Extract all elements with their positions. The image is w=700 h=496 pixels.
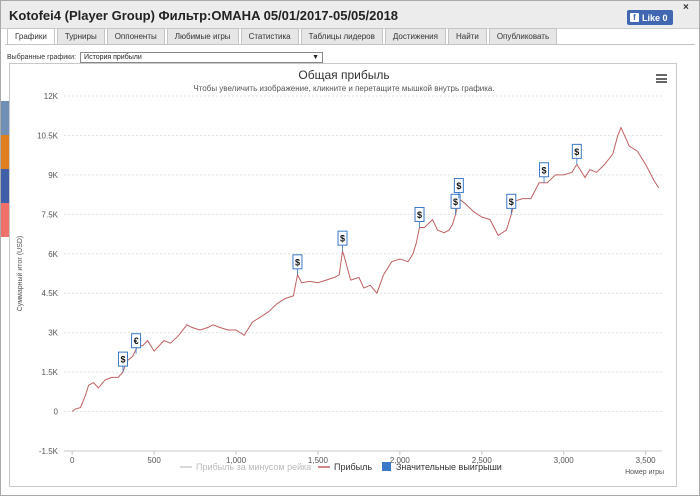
chart-selector-row: Выбранные графики: История прибыли ▼ xyxy=(7,51,324,63)
marker-box xyxy=(450,193,461,209)
big-win-marker: $ xyxy=(337,230,348,252)
tab-5[interactable]: Таблицы лидеров xyxy=(300,28,383,44)
marker-symbol: $ xyxy=(453,197,458,207)
marker-box xyxy=(414,206,425,222)
facebook-like-button[interactable]: f Like 0 xyxy=(627,10,673,25)
chart-subtitle: Чтобы увеличить изображение, кликните и … xyxy=(193,84,495,93)
x-tick-label: 1,000 xyxy=(226,456,247,465)
side-tab-2[interactable] xyxy=(1,135,9,169)
chevron-down-icon: ▼ xyxy=(312,53,320,61)
marker-box xyxy=(539,162,550,178)
profit-chart[interactable]: -1.5K 0 1.5K 3K 4.5K 6K 7.5K 9K 10.5K 12K 0 500 1,00… xyxy=(10,64,678,488)
marker-box xyxy=(571,143,582,159)
side-tab-1[interactable] xyxy=(1,101,9,135)
x-tick-label: 500 xyxy=(147,456,161,465)
x-axis-title: Номер игры xyxy=(625,469,664,476)
y-tick-label: 12K xyxy=(44,92,59,101)
big-win-marker: $ xyxy=(571,143,582,165)
y-tick-label: 7.5K xyxy=(42,210,59,219)
marker-symbol: $ xyxy=(456,181,461,191)
legend-label-1: Прибыль xyxy=(334,462,372,472)
y-tick-label: 3K xyxy=(48,329,58,338)
big-win-marker: $ xyxy=(292,254,303,275)
legend-swatch-2 xyxy=(382,462,391,471)
big-win-marker: $ xyxy=(117,351,128,373)
y-tick-label: 4.5K xyxy=(42,289,59,298)
side-tab-4[interactable] xyxy=(1,203,9,237)
marker-box xyxy=(292,254,303,270)
side-tab-3[interactable] xyxy=(1,169,9,203)
legend-label-0: Прибыль за минусом рейка xyxy=(196,462,311,472)
big-win-marker: $ xyxy=(450,193,461,215)
marker-box xyxy=(337,230,348,246)
tab-2[interactable]: Оппоненты xyxy=(106,28,165,44)
big-win-marker: $ xyxy=(414,206,425,228)
series-line-0 xyxy=(71,126,660,412)
marker-symbol: $ xyxy=(417,210,422,220)
big-win-marker: $ xyxy=(453,178,464,199)
tab-6[interactable]: Достижения xyxy=(384,28,446,44)
big-win-marker: € xyxy=(131,333,142,354)
tab-8[interactable]: Опубликовать xyxy=(488,28,558,44)
marker-box xyxy=(506,193,517,209)
y-tick-label: 10.5K xyxy=(37,131,59,140)
marker-symbol: $ xyxy=(295,257,300,267)
marker-symbol: $ xyxy=(574,147,579,157)
window-title: Kotofei4 (Player Group) Фильтр:OMAHA 05/… xyxy=(9,8,399,23)
x-tick-label: 2,500 xyxy=(472,456,493,465)
y-tick-label: -1.5K xyxy=(39,447,59,456)
chart-selector-dropdown[interactable]: История прибыли ▼ xyxy=(80,51,324,63)
tab-3[interactable]: Любимые игры xyxy=(166,28,239,44)
x-tick-label: 2,000 xyxy=(390,456,411,465)
tab-bar: Графики Турниры Оппоненты Любимые игры Стати… xyxy=(7,28,559,45)
y-tick-label: 9K xyxy=(48,171,58,180)
y-tick-label: 0 xyxy=(54,408,59,417)
big-win-marker: $ xyxy=(539,162,550,183)
x-tick-label: 3,500 xyxy=(636,456,657,465)
tab-1[interactable]: Турниры xyxy=(56,28,105,44)
title-bar: Kotofei4 (Player Group) Фильтр:OMAHA 05/… xyxy=(1,1,699,29)
y-axis-title: Суммарный итог (USD) xyxy=(16,236,24,312)
like-label: Like 0 xyxy=(642,12,668,23)
facebook-icon: f xyxy=(630,13,639,22)
y-tick-label: 1.5K xyxy=(42,368,59,377)
chart-selector-value: История прибыли xyxy=(84,53,142,61)
marker-symbol: € xyxy=(134,336,139,346)
tab-7[interactable]: Найти xyxy=(447,28,487,44)
marker-symbol: $ xyxy=(120,355,125,365)
marker-box xyxy=(117,351,128,367)
tab-0[interactable]: Графики xyxy=(7,28,55,45)
marker-box xyxy=(131,333,142,349)
chart-title: Общая прибыль xyxy=(298,68,390,82)
tab-4[interactable]: Статистика xyxy=(240,28,299,44)
x-tick-label: 1,500 xyxy=(308,456,329,465)
x-tick-label: 0 xyxy=(70,456,75,465)
x-tick-label: 3,000 xyxy=(554,456,575,465)
marker-symbol: $ xyxy=(509,197,514,207)
tab-divider xyxy=(5,44,695,45)
chart-panel[interactable]: Общая прибыль Чтобы увеличить изображени… xyxy=(9,63,677,487)
y-tick-label: 6K xyxy=(48,250,58,259)
marker-box xyxy=(453,178,464,194)
marker-symbol: $ xyxy=(340,234,345,244)
big-win-marker: $ xyxy=(506,193,517,215)
hamburger-menu-icon[interactable] xyxy=(656,74,667,83)
close-icon[interactable]: × xyxy=(683,2,689,13)
legend-label-2: Значительные выигрыши xyxy=(396,462,502,472)
chart-selector-label: Выбранные графики: xyxy=(7,53,77,61)
marker-symbol: $ xyxy=(542,165,547,175)
